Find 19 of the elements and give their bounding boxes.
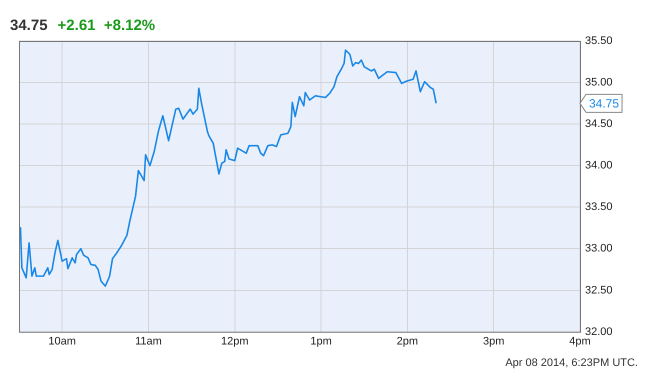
x-tick-label: 3pm <box>482 335 504 348</box>
chart-subtitle: +2.61 +8.12% <box>58 17 156 34</box>
x-tick-label: 11am <box>135 335 162 348</box>
y-tick-label: 35.50 <box>585 35 613 48</box>
x-tick-label: 4pm <box>569 335 591 348</box>
x-tick-label: 12pm <box>221 335 249 348</box>
x-tick-label: 1pm <box>310 335 332 348</box>
y-tick-label: 34.00 <box>585 160 613 172</box>
chart-title: 34.75 <box>10 17 48 34</box>
x-tick-label: 2pm <box>396 335 418 348</box>
y-tick-label: 33.50 <box>585 201 613 214</box>
x-tick-label: 10am <box>48 335 76 348</box>
text: 34.75 <box>589 96 620 111</box>
y-tick-label: 34.50 <box>585 118 613 130</box>
y-tick-label: 33.00 <box>585 242 613 255</box>
text: Apr 08 2014, 6:23PM UTC. <box>505 357 638 369</box>
y-tick-label: 32.00 <box>585 326 613 338</box>
y-tick-label: 32.50 <box>585 284 613 296</box>
y-tick-label: 35.00 <box>585 76 613 89</box>
